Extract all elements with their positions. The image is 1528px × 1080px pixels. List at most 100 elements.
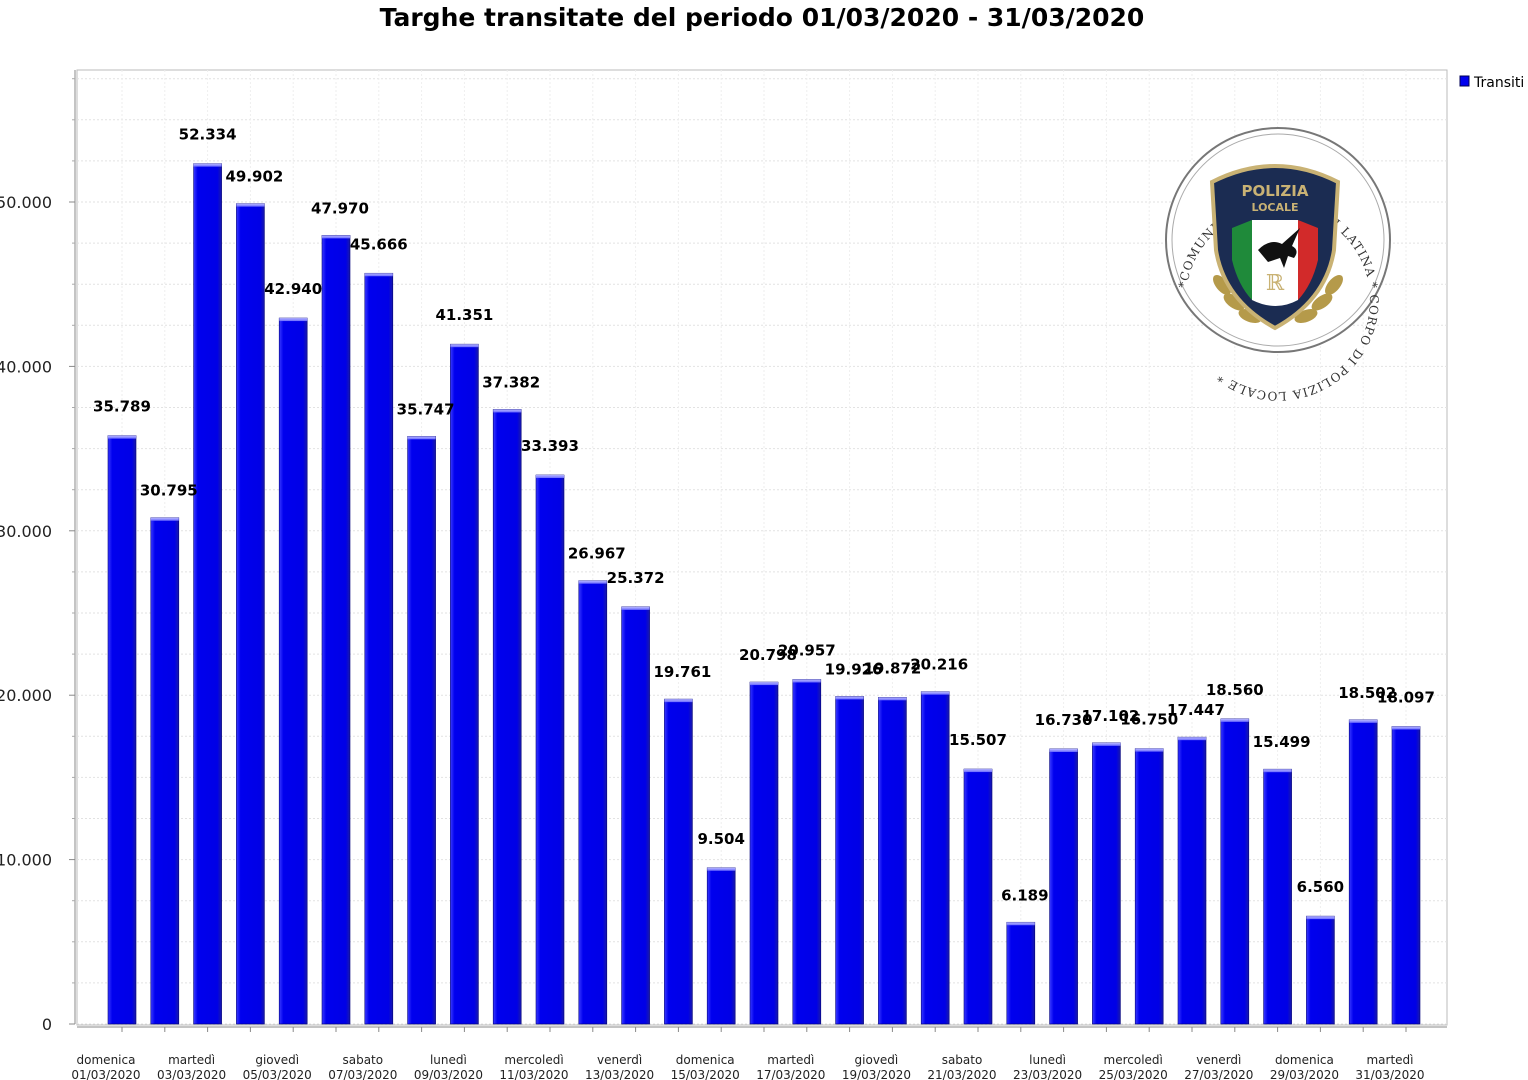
data-label: 15.507: [949, 731, 1007, 749]
x-tick-day: domenica: [676, 1053, 735, 1067]
bar-top-highlight: [1006, 922, 1035, 926]
x-tick-date: 27/03/2020: [1184, 1068, 1253, 1080]
bar-top-highlight: [493, 409, 522, 413]
bar-top-highlight: [236, 203, 265, 207]
bar-top-highlight: [279, 318, 308, 322]
y-tick-label: 10.000: [0, 851, 52, 870]
bar-top-highlight: [364, 273, 393, 277]
bar: [1006, 921, 1036, 1025]
bar-series-transiti: [107, 163, 1421, 1025]
data-label: 18.097: [1377, 688, 1435, 706]
data-label: 47.970: [311, 199, 369, 217]
data-label: 16.730: [1035, 711, 1093, 729]
legend-swatch: [1459, 75, 1470, 87]
bar-top-highlight: [1135, 748, 1164, 752]
bar: [878, 697, 907, 1025]
x-tick-date: 07/03/2020: [328, 1068, 397, 1080]
x-tick-date: 21/03/2020: [927, 1068, 996, 1080]
bar: [1306, 915, 1335, 1025]
data-label: 26.967: [568, 545, 626, 563]
data-label: 20.957: [778, 641, 836, 659]
data-label: 6.189: [1001, 886, 1048, 904]
data-label: 15.499: [1253, 733, 1311, 751]
bar: [193, 163, 222, 1025]
data-label: 35.747: [397, 400, 455, 418]
x-tick-day: sabato: [342, 1053, 383, 1067]
x-tick-day: mercoledì: [504, 1053, 563, 1067]
data-label: 42.940: [264, 280, 322, 298]
bar-top-highlight: [664, 699, 693, 703]
data-label: 33.393: [521, 437, 579, 455]
badge-line2: LOCALE: [1251, 201, 1298, 214]
x-tick-date: 23/03/2020: [1013, 1068, 1082, 1080]
bar: [1348, 719, 1378, 1025]
bar: [578, 580, 608, 1025]
bar: [1092, 742, 1121, 1025]
x-tick-date: 05/03/2020: [243, 1068, 312, 1080]
x-tick-date: 25/03/2020: [1099, 1068, 1168, 1080]
bar: [236, 203, 265, 1025]
bar: [1134, 748, 1164, 1025]
data-label: 52.334: [179, 126, 237, 144]
data-label: 19.872: [863, 659, 921, 677]
bar: [364, 272, 394, 1025]
badge-line1: POLIZIA: [1242, 182, 1309, 200]
bar-top-highlight: [750, 682, 778, 686]
y-tick-label: 50.000: [0, 193, 52, 212]
bar: [321, 235, 351, 1025]
y-axis: 0 10.000 20.000 30.000 40.000 50.000: [0, 70, 76, 1034]
x-tick-day: martedì: [168, 1053, 215, 1067]
bar: [1049, 748, 1078, 1025]
x-tick-day: domenica: [1275, 1053, 1334, 1067]
bar: [450, 343, 479, 1025]
data-labels: 35.789 30.795 52.334 49.902 42.940 47.970 45.6…: [93, 126, 1435, 905]
bar: [621, 606, 650, 1025]
x-tick-date: 31/03/2020: [1355, 1068, 1424, 1080]
bar-top-highlight: [878, 697, 907, 701]
x-tick-day: giovedì: [255, 1053, 299, 1067]
legend-label: Transiti: [1473, 75, 1524, 91]
polizia-locale-seal: *COMUNE DI CISTERNA DI LATINA * CORPO DI…: [1165, 127, 1391, 403]
data-label: 20.798: [739, 646, 797, 664]
data-label: 18.560: [1206, 681, 1264, 699]
bar: [492, 409, 522, 1025]
x-tick-day: mercoledì: [1104, 1053, 1163, 1067]
bar-top-highlight: [1092, 742, 1121, 746]
bar: [1391, 726, 1421, 1025]
bar: [150, 517, 180, 1025]
x-tick-day: giovedì: [855, 1053, 899, 1067]
data-label: 16.750: [1120, 711, 1178, 729]
y-tick-label: 40.000: [0, 357, 52, 376]
data-label: 6.560: [1297, 878, 1344, 896]
x-tick-date: 19/03/2020: [842, 1068, 911, 1080]
bar: [407, 436, 436, 1025]
legend: Transiti: [1459, 75, 1524, 91]
chart-title: Targhe transitate del periodo 01/03/2020…: [380, 3, 1145, 32]
bar-top-highlight: [536, 475, 564, 479]
bar-top-highlight: [450, 344, 479, 348]
x-tick-date: 29/03/2020: [1270, 1068, 1339, 1080]
bar-top-highlight: [1220, 718, 1249, 722]
data-label: 19.926: [825, 660, 883, 678]
bar-top-highlight: [1049, 748, 1078, 752]
bar: [792, 679, 822, 1025]
bar: [835, 696, 864, 1025]
bar-top-highlight: [322, 235, 350, 239]
bar-top-highlight: [792, 679, 821, 683]
monogram-icon: ℝ: [1266, 271, 1285, 296]
bar-top-highlight: [1392, 726, 1420, 730]
bar-top-highlight: [964, 769, 992, 773]
data-label: 25.372: [607, 569, 665, 587]
x-tick-day: lunedì: [430, 1053, 467, 1067]
bar-top-highlight: [707, 867, 736, 871]
data-label: 37.382: [482, 373, 540, 391]
bar: [535, 474, 565, 1025]
bar: [664, 698, 693, 1025]
bar-top-highlight: [193, 163, 222, 167]
x-tick-day: venerdì: [597, 1053, 642, 1067]
bar-top-highlight: [921, 691, 950, 695]
data-label: 17.102: [1081, 707, 1139, 725]
x-tick-day: lunedì: [1029, 1053, 1066, 1067]
bar-top-highlight: [1306, 916, 1335, 920]
